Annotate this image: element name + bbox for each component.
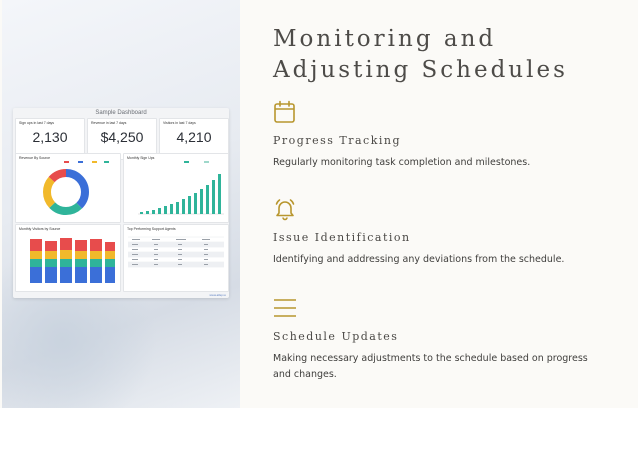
card-title: Monthly Visitors by Source — [19, 227, 61, 231]
section-title: Progress Tracking — [273, 134, 402, 147]
donut-legend-swatches — [64, 161, 109, 163]
menu-lines-icon — [274, 299, 296, 317]
section-description: Identifying and addressing any deviation… — [273, 254, 565, 265]
card-title: Monthly Sign Ups — [127, 156, 155, 160]
bell-icon — [275, 199, 295, 221]
card-title: Top Performing Support Agents — [127, 227, 176, 231]
calendar-icon — [274, 100, 295, 123]
monthly-visitors-card: Monthly Visitors by Source — [15, 224, 121, 292]
agents-table — [128, 236, 224, 268]
stat-label: Visitors in last 7 days — [163, 121, 196, 125]
sample-dashboard-screenshot: Sample Dashboard Sign ups in last 7 days… — [13, 108, 229, 298]
section-description: Making necessary adjustments to the sche… — [273, 353, 588, 380]
dashboard-footer-link: www.allsp.io — [209, 293, 226, 297]
stat-value: 2,130 — [32, 129, 68, 145]
slide: Sample Dashboard Sign ups in last 7 days… — [2, 0, 588, 408]
stat-value: 4,210 — [176, 129, 212, 145]
stat-value: $4,250 — [100, 129, 144, 145]
donut-chart — [43, 161, 109, 215]
signups-bar-chart — [138, 161, 224, 215]
section-description: Regularly monitoring task completion and… — [273, 157, 531, 168]
card-title: Revenue By Source — [19, 156, 51, 160]
visitors-stacked-chart — [30, 238, 115, 283]
section-title: Schedule Updates — [273, 330, 399, 343]
dashboard-title: Sample Dashboard — [95, 110, 147, 116]
revenue-by-source-card: Revenue By Source — [15, 153, 121, 223]
page-title: Monitoring and Adjusting Schedules — [273, 26, 568, 83]
section-title: Issue Identification — [273, 231, 411, 244]
signup-bars — [140, 174, 221, 214]
stat-label: Sign ups in last 7 days — [19, 121, 55, 125]
support-agents-card: Top Performing Support Agents — [123, 224, 229, 292]
monthly-signups-card: Monthly Sign Ups — [123, 153, 229, 223]
stat-label: Revenue in last 7 days — [91, 121, 127, 125]
dashboard-image-panel: Sample Dashboard Sign ups in last 7 days… — [2, 0, 240, 408]
stacked-bars — [30, 238, 115, 283]
